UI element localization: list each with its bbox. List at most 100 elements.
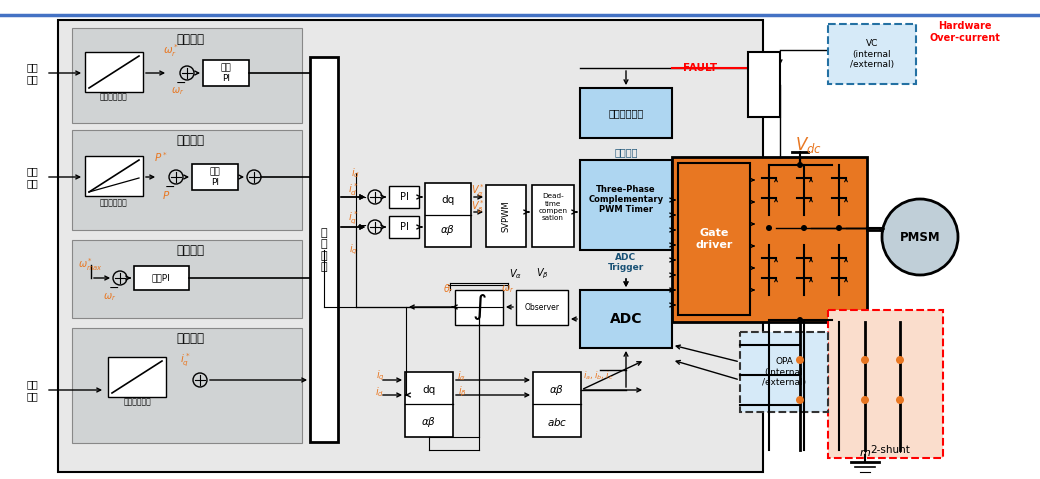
Text: $i_\beta$: $i_\beta$ [458,385,466,399]
Bar [678,163,750,315]
Text: Observer: Observer [524,303,560,311]
Text: $V_{dc}$: $V_{dc}$ [795,135,822,155]
Text: $\omega_r$: $\omega_r$ [501,283,515,295]
Bar [828,24,916,84]
Bar [828,310,943,458]
Text: $\theta_r$: $\theta_r$ [443,282,454,296]
Text: 模
式
选
择: 模 式 选 择 [320,228,328,273]
Text: OPA
(internal
/external): OPA (internal /external) [762,357,806,387]
Text: 设定
功率: 设定 功率 [26,166,37,188]
Bar [192,164,238,190]
Bar [85,52,144,92]
Text: $\int$: $\int$ [471,292,487,322]
Text: Dead-
time
compen
sation: Dead- time compen sation [539,194,568,220]
Bar [134,266,189,290]
Text: 速度轨迹控制: 速度轨迹控制 [100,92,128,102]
Text: 速度
PI: 速度 PI [220,63,231,83]
Text: $i_q^*$: $i_q^*$ [180,351,190,369]
Circle shape [797,162,803,168]
Text: 限速PI: 限速PI [152,274,171,283]
Text: PI: PI [399,222,409,232]
Text: $V_\alpha^*$: $V_\alpha^*$ [471,182,485,199]
Bar [85,156,144,196]
Text: $i_q$: $i_q$ [348,243,358,257]
Bar [580,290,672,348]
Text: Hardware
Over-current: Hardware Over-current [930,21,1000,43]
Text: PI: PI [399,192,409,202]
Text: 扭矩轨迹控制: 扭矩轨迹控制 [123,398,151,407]
Bar [580,88,672,138]
Text: ADC: ADC [609,312,643,326]
Text: $abc$: $abc$ [547,416,567,428]
Bar [740,332,828,412]
Bar [580,160,672,250]
Bar [310,57,338,442]
Text: $\omega_r$: $\omega_r$ [172,85,185,97]
Text: 紧急停机: 紧急停机 [615,147,638,157]
Bar [672,157,867,322]
Text: VC
(internal
/external): VC (internal /external) [850,39,894,69]
Circle shape [896,356,904,364]
Text: $i_d$: $i_d$ [352,166,361,180]
Bar [72,130,302,230]
Bar [425,183,471,247]
Bar [534,372,581,437]
Bar [532,185,574,247]
Text: $i_q$: $i_q$ [375,369,385,383]
Text: $P$: $P$ [162,189,171,201]
Text: Gate
driver: Gate driver [696,228,733,250]
Bar [389,186,419,208]
Bar [405,372,453,437]
Bar [456,290,503,325]
Text: $i_d^*$: $i_d^*$ [347,182,358,198]
Text: ADC: ADC [616,253,636,262]
Text: −: − [176,77,186,90]
Text: $V_\beta$: $V_\beta$ [536,267,548,281]
Circle shape [861,396,869,404]
Text: PWM Timer: PWM Timer [599,205,653,215]
Text: $i_a, i_b, i_c$: $i_a, i_b, i_c$ [582,370,614,382]
Circle shape [766,225,772,231]
Circle shape [796,356,804,364]
Text: Complementary: Complementary [589,195,664,205]
Text: m: m [860,448,870,458]
Bar [516,290,568,325]
Text: $i_\alpha$: $i_\alpha$ [458,369,467,383]
Text: 限速控制: 限速控制 [176,244,204,258]
Bar [389,216,419,238]
Text: $\alpha\beta$: $\alpha\beta$ [440,223,456,237]
Bar [486,185,526,247]
Text: $i_q^*$: $i_q^*$ [347,209,358,227]
Text: $i_d$: $i_d$ [375,385,385,399]
Text: 设定
转速: 设定 转速 [26,62,37,84]
Text: −: − [109,282,120,295]
Bar [108,357,166,397]
Text: 扭矩控制: 扭矩控制 [176,332,204,345]
Text: −: − [357,192,367,205]
Text: 设定
扭矩: 设定 扭矩 [26,379,37,401]
Text: 功率
PI: 功率 PI [210,167,220,187]
Text: $\alpha\beta$: $\alpha\beta$ [421,415,437,429]
Circle shape [796,396,804,404]
Circle shape [836,225,842,231]
Bar [748,52,780,117]
Circle shape [861,356,869,364]
Text: dq: dq [441,195,454,205]
Text: 功率控制: 功率控制 [176,135,204,148]
Text: Three-Phase: Three-Phase [596,185,656,194]
Text: $\alpha\beta$: $\alpha\beta$ [549,383,565,397]
Circle shape [801,225,807,231]
Text: $\omega_{max}^*$: $\omega_{max}^*$ [78,257,104,274]
Text: SVPWM: SVPWM [501,200,511,232]
Text: $\omega_r$: $\omega_r$ [103,291,116,303]
Text: 速度控制: 速度控制 [176,33,204,46]
Bar [72,28,302,123]
Circle shape [797,317,803,323]
Bar [72,328,302,443]
Text: dq: dq [422,385,436,395]
Text: PMSM: PMSM [900,230,940,243]
Text: −: − [357,219,367,232]
Text: Trigger: Trigger [607,262,644,272]
Bar [203,60,249,86]
Circle shape [882,199,958,275]
